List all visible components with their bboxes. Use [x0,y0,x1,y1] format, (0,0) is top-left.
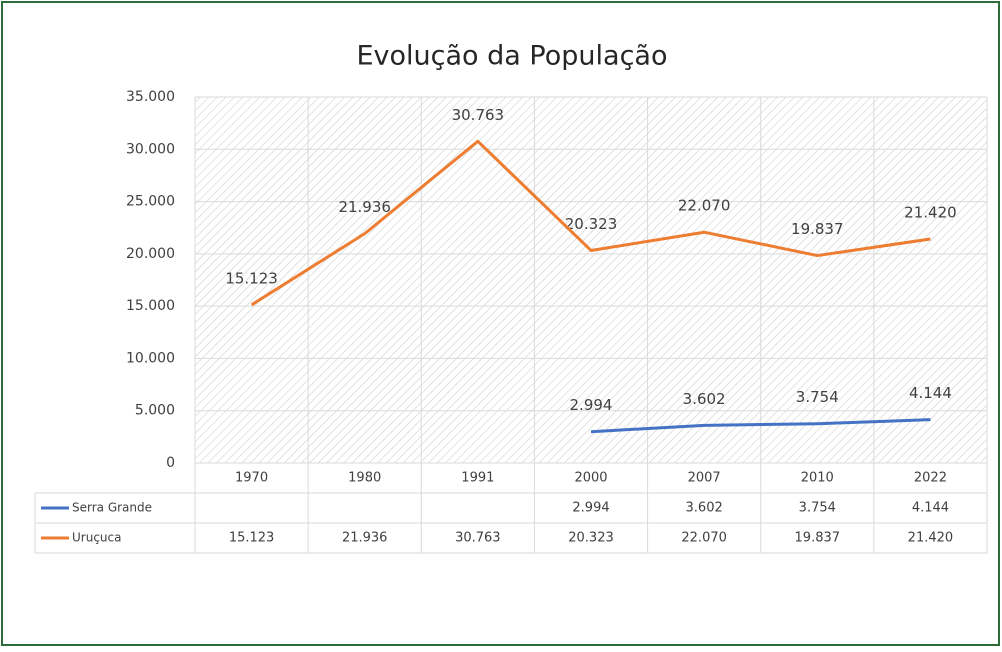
table-cell: 2.994 [572,501,609,516]
table-cell: 20.323 [568,531,614,546]
data-label: 4.144 [909,384,952,402]
y-tick-label: 0 [166,455,175,471]
table-cell: 15.123 [229,531,275,546]
data-label: 30.763 [452,106,505,124]
chart-title: Evolução da População [357,41,668,72]
table-cell: 3.754 [799,501,836,516]
table-cell: 3.602 [686,501,723,516]
y-tick-label: 10.000 [126,350,175,366]
data-label: 3.602 [683,390,726,408]
data-label: 22.070 [678,197,731,215]
series-line [250,139,931,307]
data-label: 20.323 [565,215,618,233]
y-tick-label: 5.000 [135,403,175,419]
data-label: 3.754 [796,388,839,406]
plot-area [195,97,987,463]
y-tick-label: 35.000 [126,89,175,105]
x-tick-label: 2022 [914,471,947,486]
legend-label: Serra Grande [72,501,152,515]
y-tick-label: 25.000 [126,194,175,210]
table-cell: 19.837 [795,531,841,546]
x-tick-label: 2000 [574,471,607,486]
table-cell: 4.144 [912,501,949,516]
x-tick-label: 1980 [348,471,381,486]
data-label: 15.123 [225,269,278,287]
table-cell: 21.936 [342,531,388,546]
data-label: 21.420 [904,204,957,222]
data-label: 21.936 [338,198,391,216]
table-cell: 22.070 [681,531,727,546]
x-tick-label: 2010 [801,471,834,486]
legend-label: Uruçuca [72,531,121,545]
series-line [590,418,931,434]
y-tick-label: 30.000 [126,141,175,157]
data-label: 19.837 [791,220,844,238]
y-tick-label: 15.000 [126,298,175,314]
x-tick-label: 1991 [461,471,494,486]
table-cell: 30.763 [455,531,501,546]
x-tick-label: 2007 [688,471,721,486]
y-tick-label: 20.000 [126,246,175,262]
table-cell: 21.420 [908,531,954,546]
data-label: 2.994 [570,396,613,414]
x-tick-label: 1970 [235,471,268,486]
